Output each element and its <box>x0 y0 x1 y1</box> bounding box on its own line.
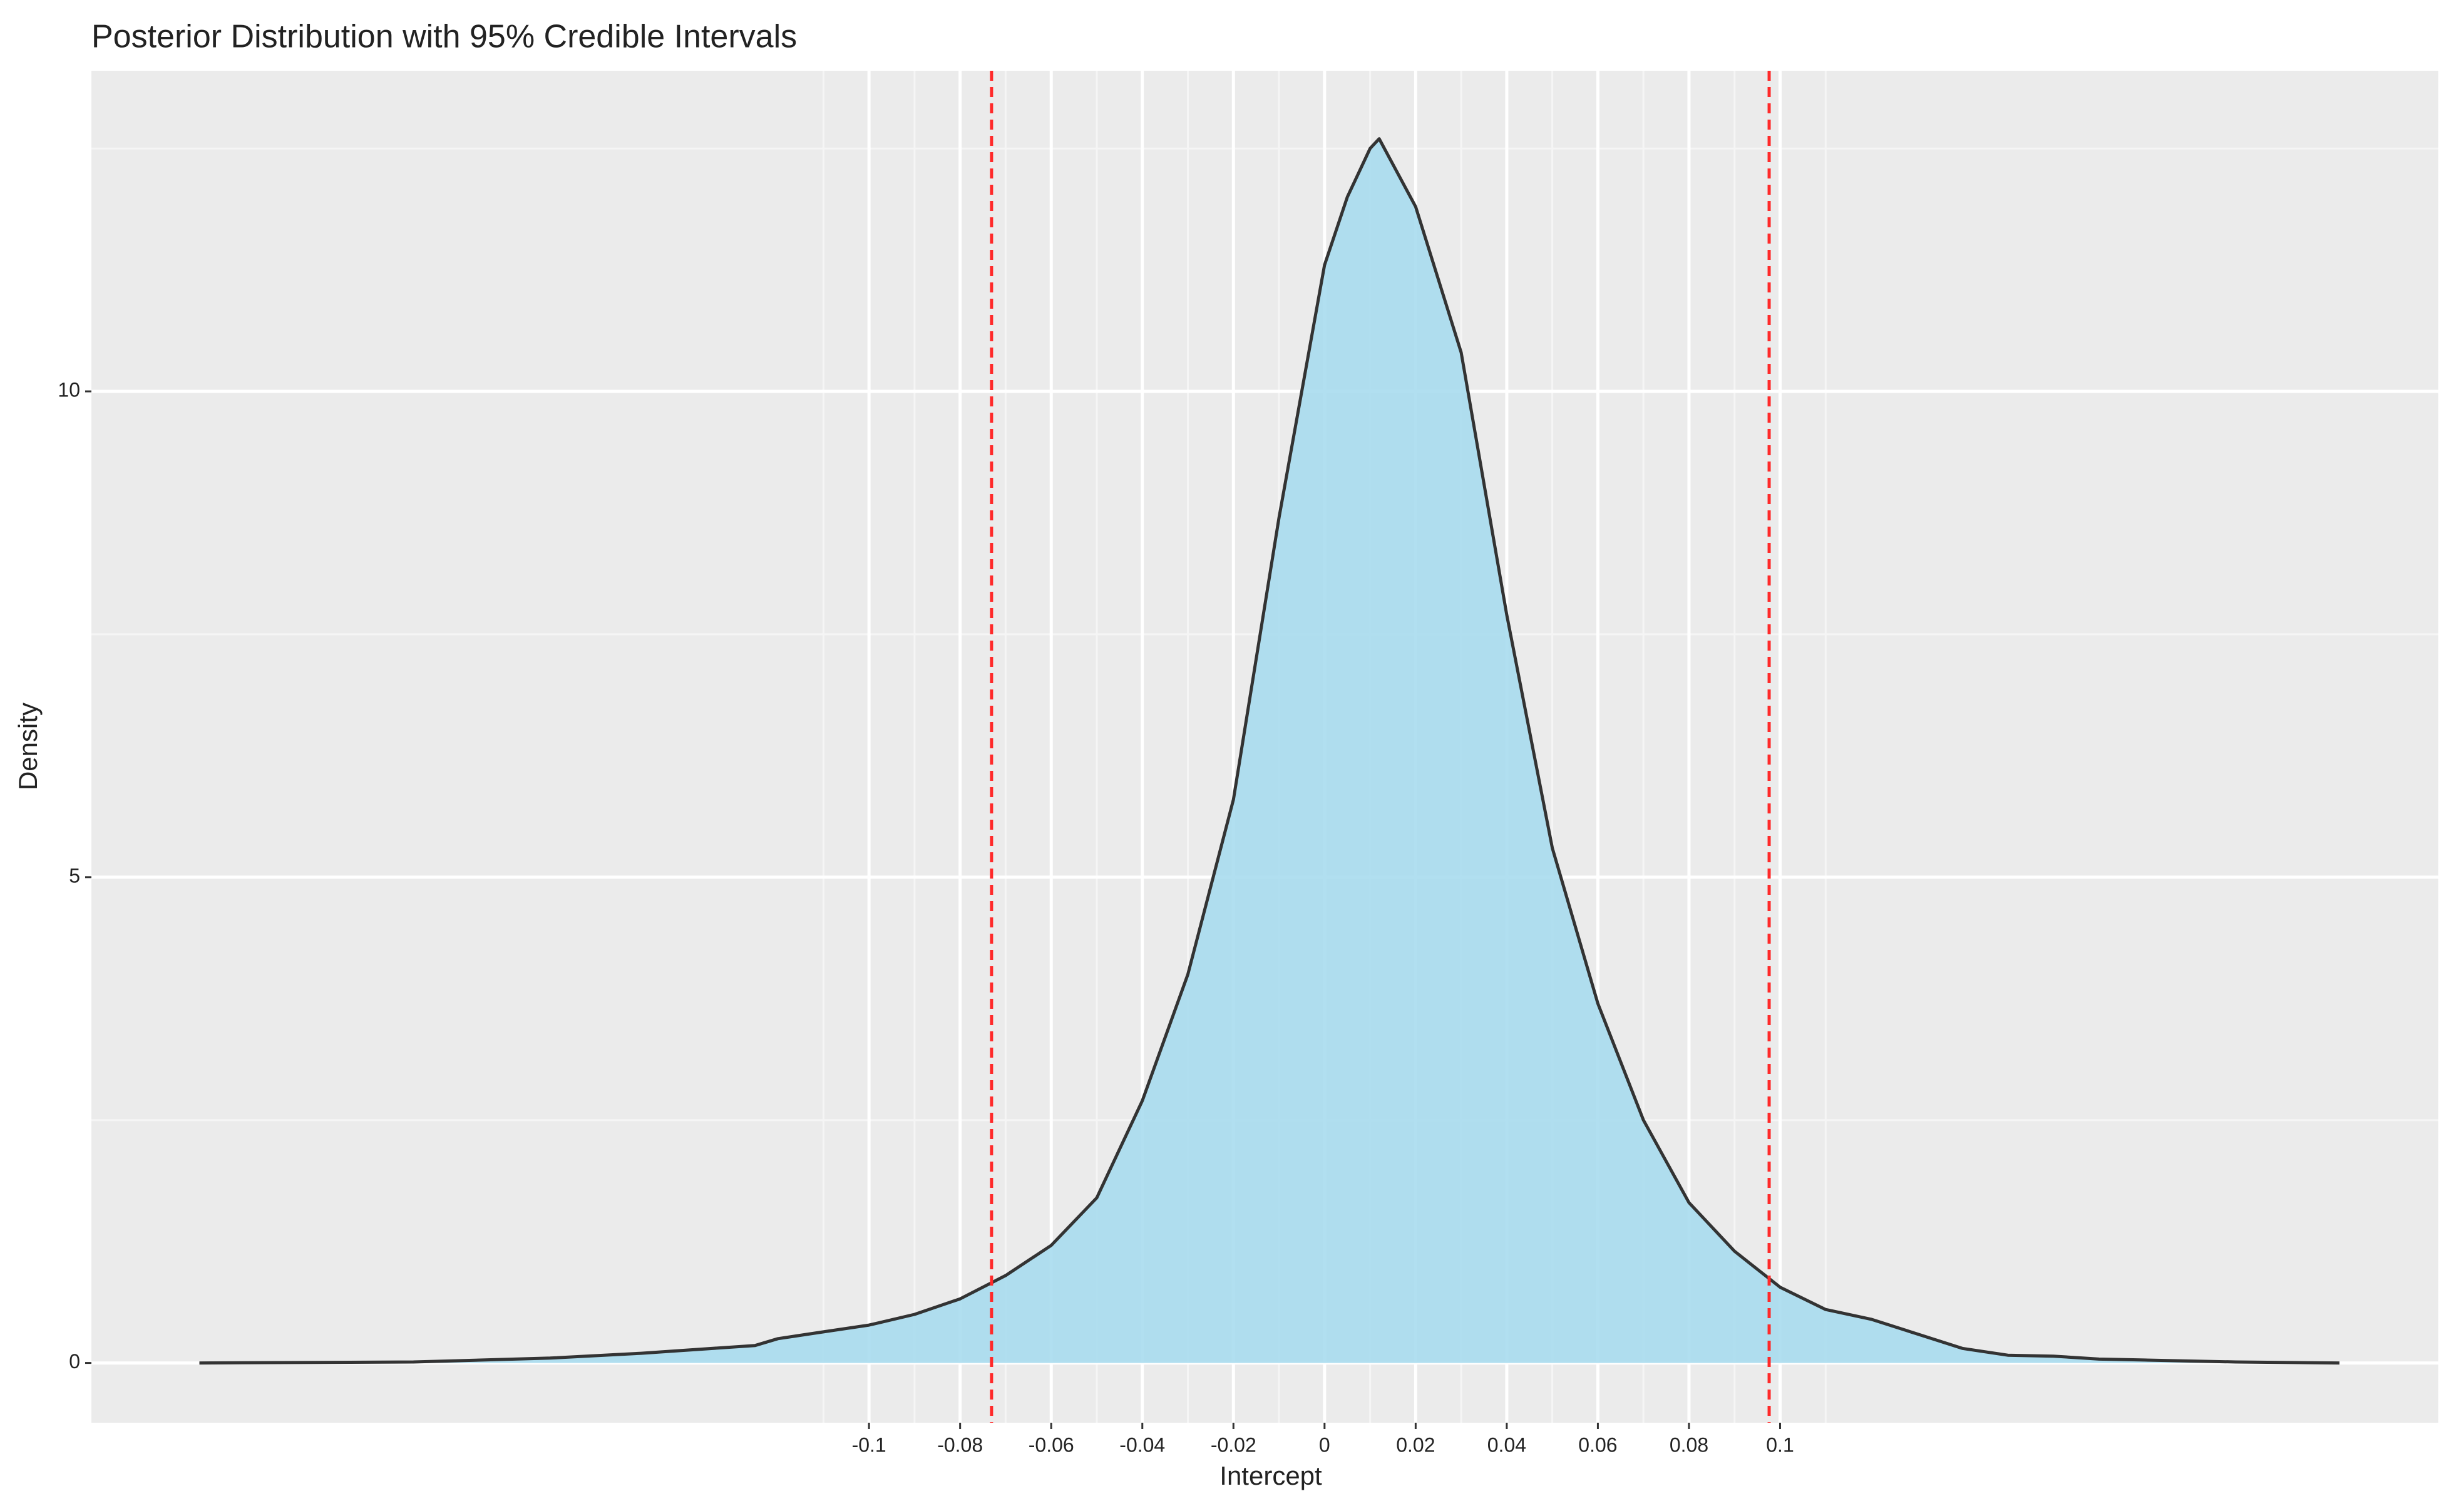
y-axis-title: Density <box>13 703 43 790</box>
x-tick-label: 0.02 <box>1396 1433 1435 1456</box>
y-tick-label: 10 <box>58 378 80 401</box>
x-tick-label: 0.1 <box>1766 1433 1794 1456</box>
density-area <box>199 138 2340 1363</box>
x-tick-label: 0 <box>1319 1433 1330 1456</box>
x-tick-label: -0.1 <box>852 1433 886 1456</box>
x-tick-label: -0.08 <box>937 1433 983 1456</box>
density-line <box>199 137 2340 1365</box>
x-tick-label: 0.08 <box>1670 1433 1708 1456</box>
x-tick-label: -0.06 <box>1029 1433 1074 1456</box>
x-tick-label: -0.04 <box>1119 1433 1165 1456</box>
y-tick-label: 5 <box>69 864 80 887</box>
chart-title: Posterior Distribution with 95% Credible… <box>91 19 797 55</box>
x-tick-label: 0.04 <box>1487 1433 1526 1456</box>
y-tick-label: 0 <box>69 1350 80 1373</box>
x-tick-label: -0.02 <box>1211 1433 1256 1456</box>
x-axis-title: Intercept <box>1219 1461 1322 1490</box>
x-tick-label: 0.06 <box>1578 1433 1617 1456</box>
